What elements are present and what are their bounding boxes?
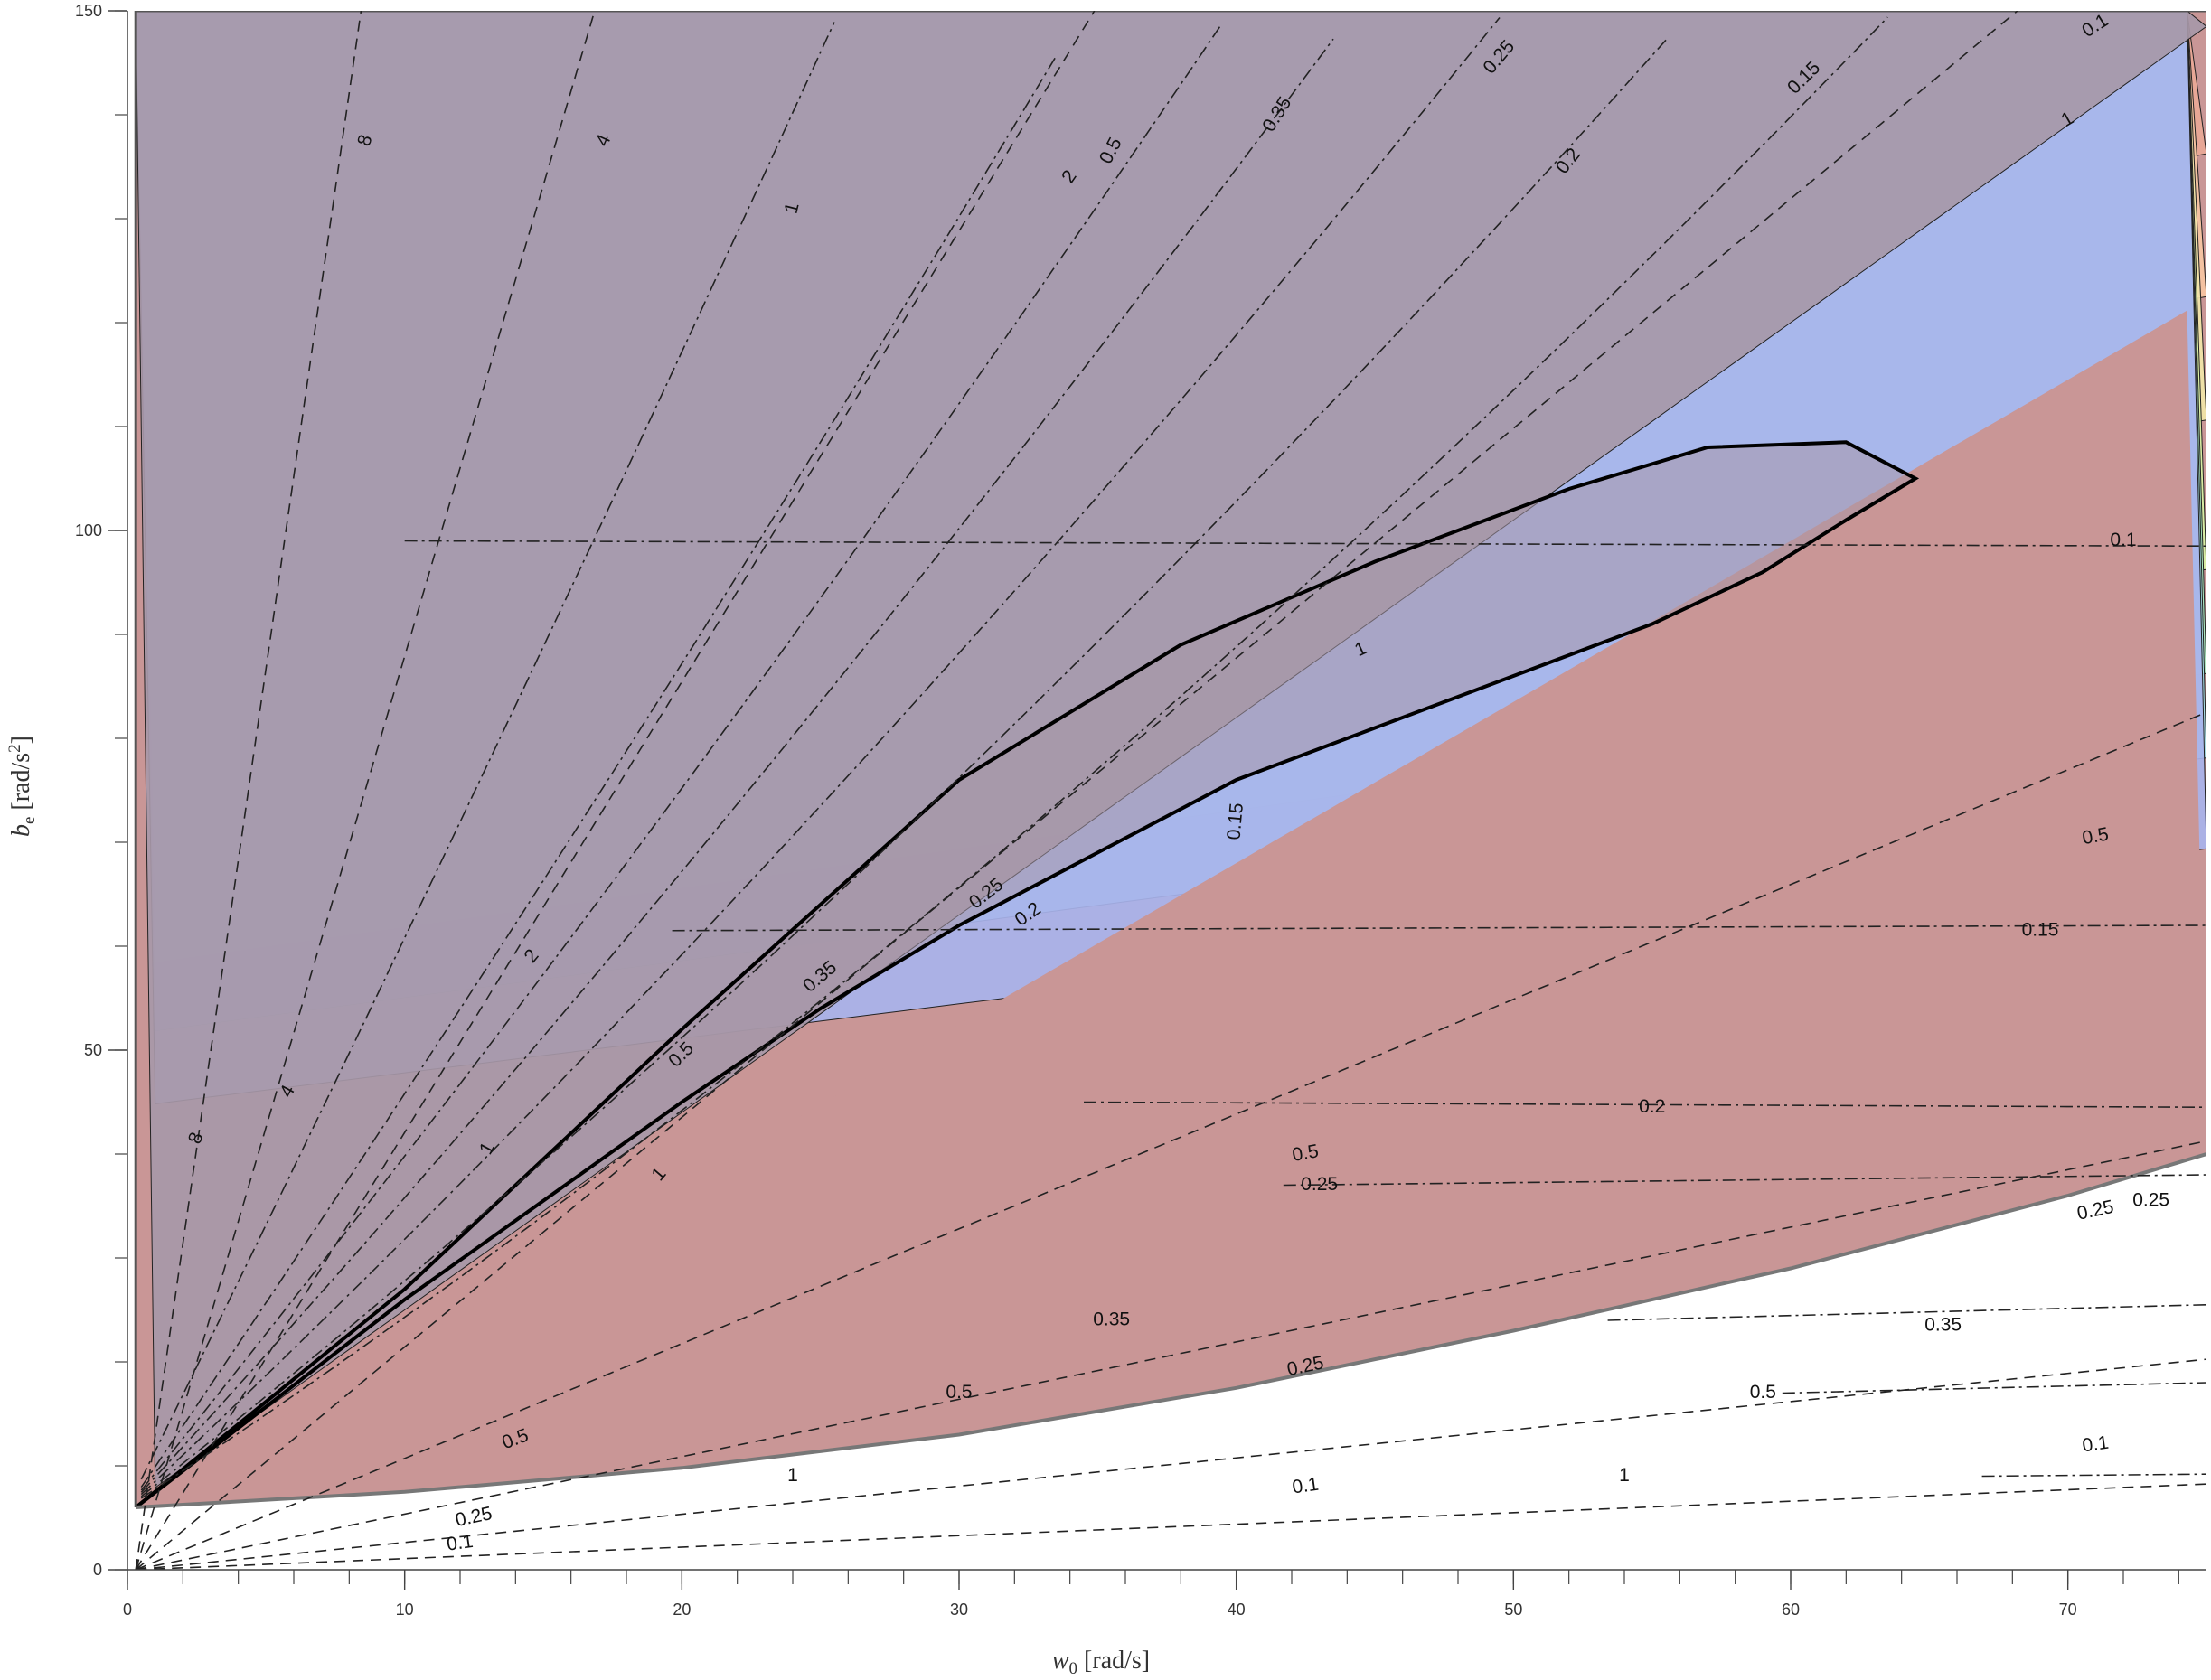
x-tick-label: 30 [950, 1600, 968, 1619]
dashdot-contour-3 [140, 22, 1223, 1491]
contour-label: 0.15 [1223, 802, 1247, 841]
horizontal-dashdot-contour-3 [1607, 1303, 2206, 1321]
contour-label: 1 [1619, 1465, 1630, 1486]
dashdot-contour-4 [140, 38, 1334, 1493]
dashed-contour-4 [135, 11, 2018, 1570]
horizontal-dashdot-contour-5 [1083, 1101, 2206, 1109]
dashed-contour-1 [135, 11, 362, 1570]
stability-boundary [134, 440, 1920, 1509]
y-tick-label: 50 [84, 1041, 102, 1059]
horizontal-dashdot-contour-6 [672, 924, 2206, 932]
dashdot-contour-5 [140, 16, 1501, 1496]
contour-label: 1 [781, 201, 804, 216]
dashed-contour-7 [136, 1358, 2206, 1570]
x-tick-label: 40 [1228, 1600, 1246, 1619]
feasible-region-outline [136, 1152, 2206, 1509]
x-tick-label: 60 [1782, 1600, 1800, 1619]
y-axis-label: be [rad/s2] [5, 736, 39, 837]
contour-label: 0.1 [1291, 1474, 1320, 1498]
contour-label: 0.5 [1750, 1382, 1776, 1403]
dashdot-contour-6 [140, 39, 1667, 1497]
contour-label: 0.15 [2022, 919, 2059, 940]
contour-label: 0.25 [1301, 1174, 1338, 1195]
y-tick-label: 150 [75, 2, 102, 20]
x-axis-label: w0 [rad/s] [1052, 1647, 1150, 1678]
contour-label: 0.5 [1291, 1140, 1321, 1166]
dashed-contour-6 [136, 1140, 2206, 1570]
axes: 0 10 20 30 40 50 60 70 0 50 100 150 [75, 2, 2206, 1619]
contour-label: 0.5 [2081, 823, 2111, 849]
contour-label: 0.2 [1639, 1096, 1665, 1117]
horizontal-dashdot-contour-2 [1782, 1382, 2206, 1394]
y-axis-label-unit: [rad/s [7, 753, 35, 817]
horizontal-dashdot-contour-7 [404, 540, 2206, 548]
dashdot-contour-1 [140, 22, 835, 1480]
contour-label: 0.1 [446, 1531, 475, 1555]
dashed-contour-8 [136, 1483, 2206, 1570]
contour-label: 0.1 [2081, 1432, 2110, 1457]
y-axis-label-symbol: b [7, 824, 35, 837]
contour-label: 0.35 [1093, 1309, 1130, 1330]
y-tick-label: 100 [75, 521, 102, 540]
x-tick-label: 10 [396, 1600, 414, 1619]
contour-label: 0.35 [1924, 1314, 1962, 1335]
y-axis-label-bracket: ] [7, 736, 35, 744]
contour-label: 0.5 [946, 1382, 972, 1403]
contour-label: 0.25 [2132, 1189, 2169, 1210]
x-axis-label-unit: [rad/s] [1077, 1647, 1150, 1675]
x-axis-label-subscript: 0 [1069, 1659, 1078, 1678]
x-tick-label: 50 [1504, 1600, 1522, 1619]
contour-label: 0.1 [2110, 530, 2136, 550]
dashdot-contour-7 [140, 16, 1888, 1499]
x-tick-label: 20 [673, 1600, 691, 1619]
x-tick-label: 70 [2059, 1600, 2077, 1619]
feasible-region-edge [134, 11, 2206, 1507]
y-axis-label-exponent: 2 [5, 744, 24, 753]
dashdot-contour-2 [140, 55, 1057, 1488]
lower-feasible-region [136, 310, 2206, 1507]
x-tick-label: 0 [123, 1600, 132, 1619]
horizontal-dashdot-contour-4 [1283, 1174, 2206, 1187]
dashed-contour-3 [135, 11, 1096, 1570]
y-tick-label: 0 [93, 1561, 102, 1579]
contour-line-layer [134, 11, 2206, 1570]
y-axis-label-subscript: e [20, 817, 39, 824]
contour-label: 1 [787, 1465, 798, 1486]
x-axis-label-symbol: w [1052, 1647, 1069, 1675]
dashed-contour-5 [135, 711, 2206, 1570]
